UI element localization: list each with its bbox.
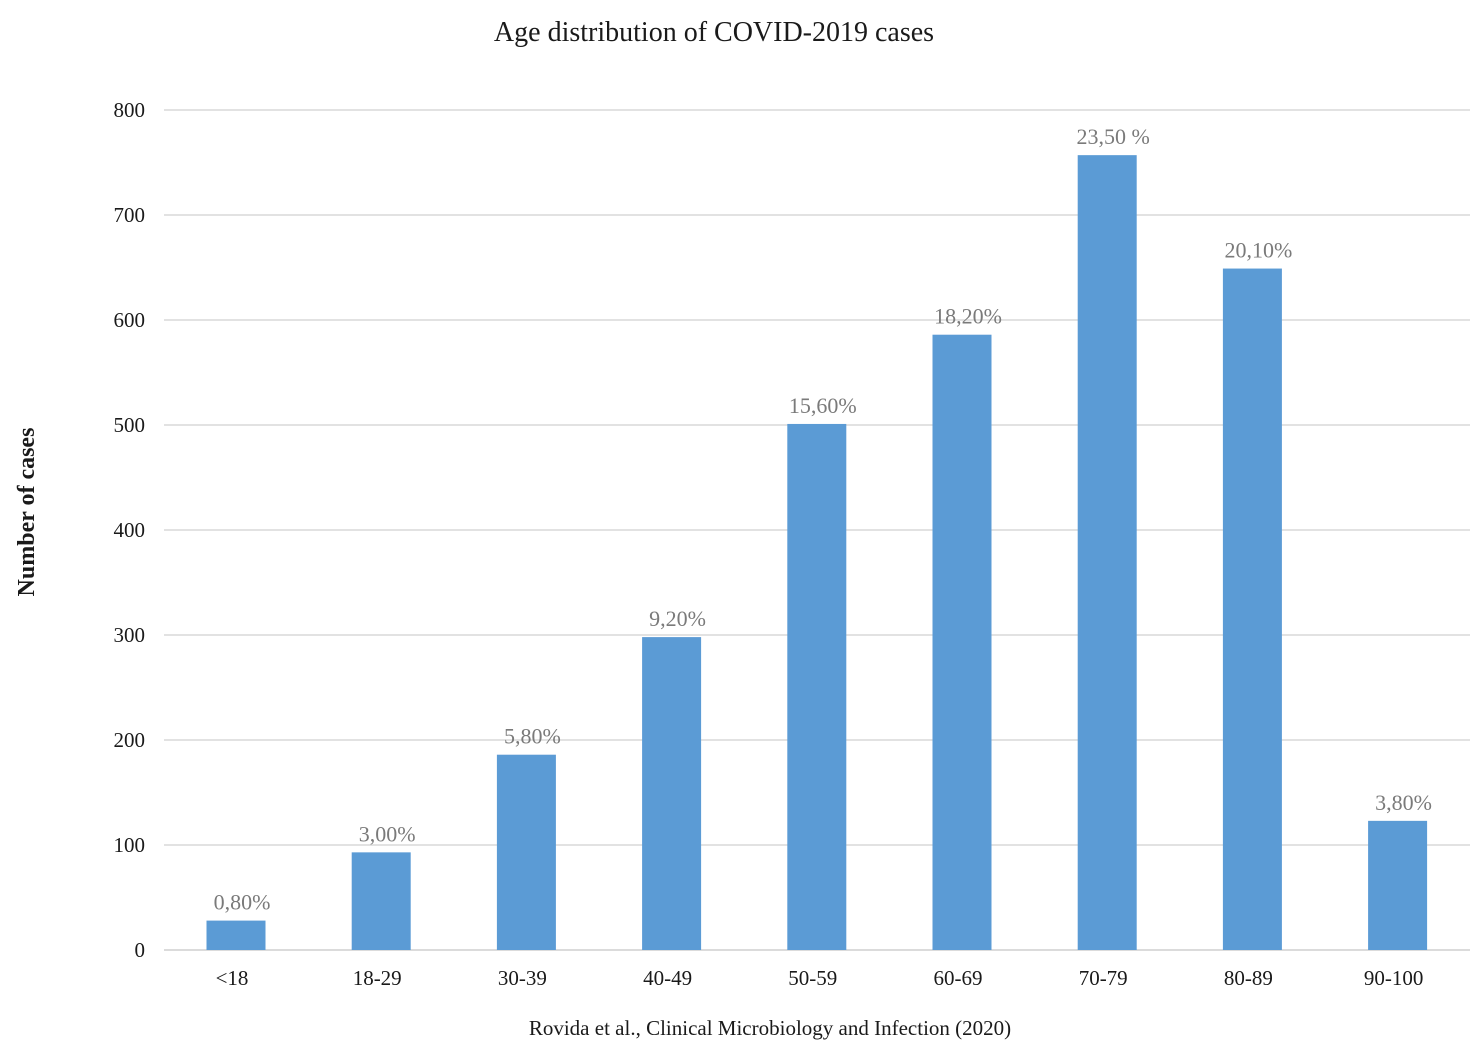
data-label: 3,80%	[1375, 790, 1432, 815]
bar-4	[642, 637, 702, 950]
x-tick-label: 40-49	[643, 966, 692, 990]
y-tick-label: 300	[114, 623, 146, 647]
bar-8	[1222, 268, 1282, 950]
data-label: 9,20%	[649, 606, 706, 631]
y-tick-label: 800	[114, 98, 146, 122]
y-tick-label: 200	[114, 728, 146, 752]
bars	[206, 155, 1428, 950]
bar-3	[496, 754, 556, 950]
x-tick-label: 70-79	[1079, 966, 1128, 990]
data-label: 3,00%	[359, 821, 416, 846]
data-label: 18,20%	[934, 304, 1002, 329]
x-tick-label: 90-100	[1364, 966, 1424, 990]
data-label: 0,80%	[214, 890, 271, 915]
y-tick-label: 600	[114, 308, 146, 332]
x-tick-label: 50-59	[788, 966, 837, 990]
data-label: 23,50 %	[1077, 124, 1150, 149]
data-label: 5,80%	[504, 724, 561, 749]
x-tick-label: <18	[216, 966, 249, 990]
x-tick-label: 60-69	[934, 966, 983, 990]
y-axis-label: Number of cases	[14, 428, 40, 597]
y-axis-ticks: 0 100 200 300 400 500 600 700 800	[114, 98, 146, 962]
x-tick-label: 80-89	[1224, 966, 1273, 990]
y-tick-label: 400	[114, 518, 146, 542]
y-tick-label: 0	[135, 938, 146, 962]
y-tick-label: 100	[114, 833, 146, 857]
chart-title: Age distribution of COVID-2019 cases	[494, 17, 934, 48]
data-label: 15,60%	[789, 393, 857, 418]
bar-7	[1077, 155, 1137, 950]
y-tick-label: 700	[114, 203, 146, 227]
y-tick-label: 500	[114, 413, 146, 437]
x-tick-label: 18-29	[353, 966, 402, 990]
data-label: 20,10%	[1224, 238, 1292, 263]
bar-2	[351, 852, 411, 950]
x-axis-ticks: <18 18-29 30-39 40-49 50-59 60-69 70-79 80-89 90…	[216, 966, 1424, 990]
data-labels: 0,80% 3,00% 5,80% 9,20% 15,60% 18,20% 23,50 % 2…	[214, 124, 1432, 914]
source-caption: Rovida et al., Clinical Microbiology and…	[529, 1016, 1011, 1040]
bar-9	[1368, 820, 1428, 950]
bar-6	[932, 334, 992, 950]
bar-5	[787, 423, 847, 950]
bar-1	[206, 920, 266, 950]
x-tick-label: 30-39	[498, 966, 547, 990]
